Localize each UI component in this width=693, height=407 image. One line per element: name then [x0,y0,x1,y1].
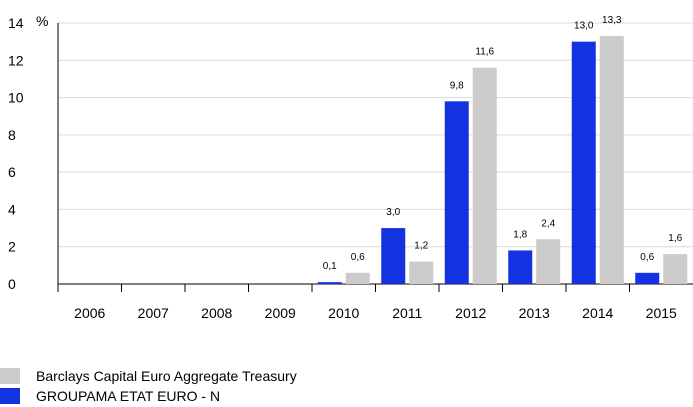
legend-label-benchmark: Barclays Capital Euro Aggregate Treasury [36,368,297,384]
legend-swatch-fund [0,388,20,404]
data-label-s0-2013: 1,8 [513,229,527,240]
bar-s1-2014 [599,36,624,284]
data-label-s1-2010: 0,6 [351,252,365,263]
y-axis-label: % [36,13,48,29]
y-tick-label-2: 2 [8,239,16,255]
x-tick-label-2013: 2013 [519,305,550,321]
y-tick-label-0: 0 [8,276,16,292]
y-tick-label-6: 6 [8,164,16,180]
bar-s1-2011 [409,261,434,284]
grid-lines [57,22,693,285]
data-label-s1-2015: 1,6 [668,233,682,244]
data-label-s0-2012: 9,8 [450,80,464,91]
data-label-s0-2011: 3,0 [386,207,400,218]
legend-item-benchmark: Barclays Capital Euro Aggregate Treasury [0,366,297,386]
bar-s0-2012 [444,101,469,284]
bars [317,36,688,285]
bar-s0-2010 [317,282,342,284]
legend-label-fund: GROUPAMA ETAT EURO - N [36,388,221,404]
x-axis-ticks: 2006 2007 2008 2009 2010 2011 2012 2013 2014 2015 [57,284,677,321]
x-tick-label-2009: 2009 [265,305,296,321]
bar-s0-2011 [381,228,406,284]
y-tick-label-14: 14 [8,15,24,31]
bar-s1-2013 [536,239,561,284]
x-tick-label-2014: 2014 [582,305,613,321]
data-label-s1-2014: 13,3 [602,15,622,26]
x-tick-label-2012: 2012 [455,305,486,321]
y-tick-label-4: 4 [8,201,16,217]
data-label-s1-2011: 1,2 [414,241,428,252]
bar-chart: 0 2 4 6 8 10 12 14 0,1 3,0 9,8 1,8 13,0 0,6 0,6 1,2 11,… [8,13,693,321]
y-tick-label-8: 8 [8,127,16,143]
data-label-s1-2013: 2,4 [541,218,555,229]
data-label-s1-2012: 11,6 [475,47,494,58]
bar-s0-2013 [508,250,533,284]
x-tick-label-2011: 2011 [392,305,422,321]
data-label-s0-2010: 0,1 [323,261,337,272]
bar-s1-2015 [663,254,688,284]
data-labels: 0,1 3,0 9,8 1,8 13,0 0,6 0,6 1,2 11,6 2,4 13,3 1,6 [323,15,683,272]
bar-s0-2014 [571,41,596,285]
y-tick-label-10: 10 [8,90,24,106]
x-tick-label-2006: 2006 [74,305,105,321]
legend-item-fund: GROUPAMA ETAT EURO - N [0,386,297,406]
bar-s0-2015 [635,272,660,284]
y-axis-ticks: 0 2 4 6 8 10 12 14 [8,15,24,292]
x-tick-label-2008: 2008 [201,305,232,321]
legend-swatch-benchmark [0,368,20,384]
bar-s1-2010 [345,272,370,284]
y-tick-label-12: 12 [8,52,24,68]
data-label-s0-2014: 13,0 [574,21,594,32]
x-tick-label-2015: 2015 [646,305,677,321]
legend: Barclays Capital Euro Aggregate Treasury… [0,366,297,406]
data-label-s0-2015: 0,6 [640,252,654,263]
x-tick-label-2007: 2007 [138,305,169,321]
x-tick-label-2010: 2010 [328,305,359,321]
bar-s1-2012 [472,67,497,284]
